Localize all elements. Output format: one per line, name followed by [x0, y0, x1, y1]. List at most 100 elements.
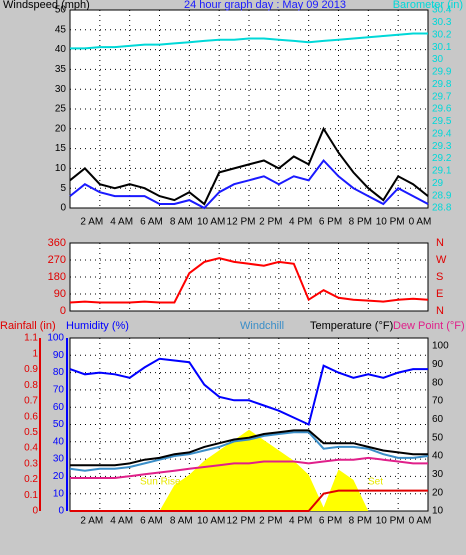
y-tick-label: 0 [60, 203, 66, 214]
y-tick-label: 50 [55, 5, 67, 16]
y3-tick-label: 0.3 [24, 458, 38, 469]
x-tick-label: 10 AM [197, 217, 225, 228]
legend-label: Windchill [240, 320, 284, 332]
y-tick-label: 15 [55, 143, 67, 154]
y2-tick-label: N [436, 237, 444, 249]
y2-tick-label: 100 [432, 341, 449, 352]
x-tick-label: 8 PM [349, 516, 372, 527]
y2-tick-label: 29 [432, 178, 444, 189]
y3-tick-label: 0 [32, 506, 38, 517]
y-tick-label: 90 [54, 288, 66, 300]
y2-tick-label: 50 [432, 432, 444, 443]
y-tick-label: 30 [55, 84, 67, 95]
y2-tick-label: E [436, 288, 443, 300]
y3-tick-label: 0.6 [24, 411, 38, 422]
y2-tick-label: 28.9 [432, 190, 452, 201]
line [69, 431, 429, 472]
x-tick-label: 6 AM [140, 516, 163, 527]
y3-tick-label: 0.9 [24, 364, 38, 375]
y-tick-label: 360 [48, 237, 66, 249]
y2-tick-label: 30 [432, 469, 444, 480]
legend-label: Temperature (°F) [310, 320, 393, 332]
y3-tick-label: 0.5 [24, 427, 38, 438]
y2-tick-label: 30 [432, 54, 444, 65]
legend-label: Barometer (in) [393, 0, 463, 11]
y3-tick-label: 0.4 [24, 443, 38, 454]
x-tick-label: 4 PM [289, 217, 312, 228]
y-tick-label: 100 [47, 333, 64, 344]
chart-title: 24 hour graph day : May 09 2013 [184, 0, 346, 11]
x-tick-label: 2 PM [259, 217, 282, 228]
y-tick-label: 80 [53, 367, 65, 378]
y-tick-label: 40 [55, 44, 67, 55]
annotation: Sun Rise [140, 477, 181, 488]
y2-tick-label: 20 [432, 487, 444, 498]
y3-tick-label: 0.1 [24, 490, 38, 501]
y-tick-label: 0 [58, 506, 64, 517]
y2-tick-label: 29.8 [432, 79, 452, 90]
y2-tick-label: W [436, 254, 447, 266]
plot-area [69, 9, 429, 209]
line [70, 456, 428, 479]
legend-label: Humidity (%) [66, 320, 129, 332]
y3-tick-label: 1 [32, 348, 38, 359]
y2-tick-label: 60 [432, 414, 444, 425]
y2-tick-label: 28.8 [432, 203, 452, 214]
line [70, 32, 428, 50]
y2-tick-label: 40 [432, 451, 444, 462]
x-tick-label: 6 PM [319, 516, 342, 527]
y2-tick-label: 29.5 [432, 116, 452, 127]
y2-tick-label: 30.3 [432, 17, 452, 28]
x-tick-label: 4 AM [110, 217, 133, 228]
y-tick-label: 5 [60, 183, 66, 194]
x-tick-label: 12 PM [227, 217, 256, 228]
x-tick-label: 10 AM [197, 516, 225, 527]
y2-tick-label: 90 [432, 359, 444, 370]
line [70, 489, 428, 512]
legend-label: Windspeed (mph) [3, 0, 90, 11]
y2-tick-label: 70 [432, 396, 444, 407]
x-tick-label: 10 PM [376, 217, 405, 228]
y2-tick-label: 30.4 [432, 5, 452, 16]
y-tick-label: 50 [53, 419, 65, 430]
legend-label: Rainfall (in) [0, 320, 56, 332]
y-tick-label: 45 [55, 24, 67, 35]
x-tick-label: 0 AM [409, 217, 432, 228]
y2-tick-label: 30.1 [432, 42, 452, 53]
x-tick-label: 4 PM [289, 516, 312, 527]
y3-tick-label: 0.2 [24, 474, 38, 485]
y3-tick-label: 0.8 [24, 380, 38, 391]
x-tick-label: 6 AM [140, 217, 163, 228]
y3-tick-label: 1.1 [24, 333, 38, 344]
y-tick-label: 30 [53, 454, 65, 465]
x-tick-label: 0 AM [409, 516, 432, 527]
y-tick-label: 0 [60, 305, 66, 317]
y-tick-label: 60 [53, 402, 65, 413]
y-tick-label: 20 [55, 123, 67, 134]
line [69, 257, 429, 304]
y-tick-label: 270 [48, 254, 66, 266]
y2-tick-label: 29.9 [432, 67, 452, 78]
line [70, 429, 428, 467]
y-tick-label: 10 [55, 163, 67, 174]
y-tick-label: 35 [55, 64, 67, 75]
x-tick-label: 6 PM [319, 217, 342, 228]
legend-label: Dew Point (°F) [393, 320, 465, 332]
y-tick-label: 70 [53, 385, 65, 396]
y2-tick-label: 29.2 [432, 153, 452, 164]
y2-tick-label: S [436, 271, 443, 283]
line [69, 357, 428, 426]
x-tick-label: 2 PM [259, 516, 282, 527]
y2-tick-label: 29.6 [432, 104, 452, 115]
y2-tick-label: 80 [432, 377, 444, 388]
x-tick-label: 12 PM [227, 516, 256, 527]
y2-tick-label: 29.4 [432, 128, 452, 139]
line [69, 158, 429, 210]
x-tick-label: 2 AM [80, 217, 103, 228]
x-tick-label: 8 PM [349, 217, 372, 228]
y2-tick-label: 29.3 [432, 141, 452, 152]
y2-tick-label: 29.1 [432, 166, 452, 177]
y-tick-label: 25 [55, 104, 67, 115]
